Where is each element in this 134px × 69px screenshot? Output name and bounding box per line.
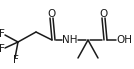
Text: F: F — [0, 44, 5, 54]
Text: NH: NH — [62, 35, 78, 45]
Text: OH: OH — [116, 35, 132, 45]
Text: F: F — [13, 55, 19, 65]
Text: O: O — [99, 9, 107, 19]
Text: O: O — [47, 9, 55, 19]
Text: F: F — [0, 29, 5, 39]
